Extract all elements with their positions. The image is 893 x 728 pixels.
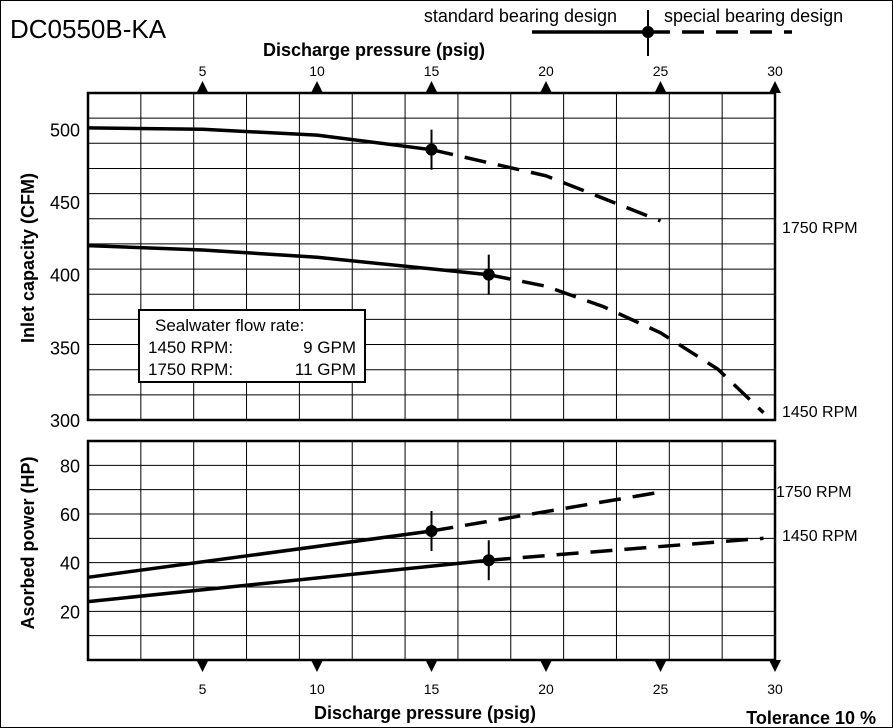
capacity-panel: 5 10 15 20 25 30 300 350 400 450 500 bbox=[50, 63, 783, 431]
x-tick-mark bbox=[425, 660, 438, 672]
y-tick-label: 500 bbox=[50, 120, 80, 140]
series-line-standard bbox=[87, 529, 432, 580]
y-tick-label: 350 bbox=[50, 338, 80, 358]
power-axis-label: Asorbed power (HP) bbox=[18, 456, 38, 629]
capacity-1450-label: 1450 RPM bbox=[782, 404, 858, 421]
x-tick-mark bbox=[769, 81, 781, 93]
series-line-special bbox=[488, 536, 764, 562]
chart-title: DC0550B-KA bbox=[10, 14, 167, 44]
y-tick-label: 20 bbox=[60, 602, 80, 622]
legend-standard-label: standard bearing design bbox=[424, 6, 617, 26]
power-1450-label: 1450 RPM bbox=[782, 528, 858, 545]
sealwater-note-heading: Sealwater flow rate: bbox=[155, 316, 304, 335]
x-tick-label: 5 bbox=[199, 681, 207, 697]
sealwater-note-border bbox=[138, 309, 366, 383]
x-tick-label: 20 bbox=[538, 681, 554, 697]
top-x-axis-label: Discharge pressure (psig) bbox=[263, 40, 485, 60]
sealwater-note-box: Sealwater flow rate: 1450 RPM: 9 GPM 175… bbox=[138, 309, 366, 383]
series-line-special bbox=[431, 147, 662, 223]
transition-marker-point bbox=[482, 268, 495, 281]
bottom-x-axis-label: Discharge pressure (psig) bbox=[314, 703, 536, 723]
power-1750-label: 1750 RPM bbox=[776, 484, 852, 501]
x-tick-label: 15 bbox=[424, 63, 440, 79]
x-tick-mark bbox=[196, 660, 209, 672]
legend-special-label: special bearing design bbox=[664, 6, 843, 26]
capacity-axis-label: Inlet capacity (CFM) bbox=[18, 173, 38, 343]
x-tick-label: 30 bbox=[767, 681, 783, 697]
x-tick-mark bbox=[540, 660, 552, 672]
x-tick-mark bbox=[425, 81, 438, 93]
x-tick-label: 30 bbox=[767, 63, 783, 79]
sealwater-note-flow: 11 GPM bbox=[295, 360, 356, 379]
x-tick-label: 10 bbox=[309, 63, 325, 79]
y-tick-label: 60 bbox=[60, 505, 80, 525]
series-line-standard bbox=[87, 126, 432, 152]
x-tick-label: 15 bbox=[424, 681, 440, 697]
x-tick-mark bbox=[311, 81, 323, 93]
x-tick-label: 25 bbox=[653, 681, 669, 697]
transition-marker-point bbox=[482, 554, 495, 567]
capacity-1750-label: 1750 RPM bbox=[782, 220, 858, 237]
sealwater-note-speed: 1750 RPM: bbox=[148, 360, 233, 379]
x-tick-mark bbox=[654, 81, 667, 93]
x-tick-label: 10 bbox=[309, 681, 325, 697]
transition-marker-point bbox=[425, 143, 438, 156]
x-tick-label: 5 bbox=[199, 63, 207, 79]
y-tick-label: 80 bbox=[60, 456, 80, 476]
x-tick-mark bbox=[654, 660, 667, 672]
tolerance-note: Tolerance 10 % bbox=[746, 708, 876, 728]
y-tick-label: 400 bbox=[50, 266, 80, 286]
power-panel: 5 10 15 20 25 30 20 40 60 80 bbox=[60, 439, 783, 697]
y-tick-label: 40 bbox=[60, 554, 80, 574]
x-tick-mark bbox=[769, 660, 781, 672]
sealwater-note-flow: 9 GPM bbox=[303, 338, 356, 357]
sealwater-note-speed: 1450 RPM: bbox=[148, 338, 233, 357]
series-line-standard bbox=[87, 558, 489, 604]
y-tick-label: 450 bbox=[50, 193, 80, 213]
series-line-special bbox=[431, 490, 661, 533]
series-line-standard bbox=[87, 243, 489, 277]
x-tick-label: 20 bbox=[538, 63, 554, 79]
transition-marker-point bbox=[425, 525, 438, 538]
series-line-special bbox=[488, 272, 765, 414]
x-tick-mark bbox=[196, 81, 209, 93]
y-tick-label: 300 bbox=[50, 411, 80, 431]
x-tick-mark bbox=[311, 660, 323, 672]
x-tick-label: 25 bbox=[653, 63, 669, 79]
x-tick-mark bbox=[540, 81, 552, 93]
